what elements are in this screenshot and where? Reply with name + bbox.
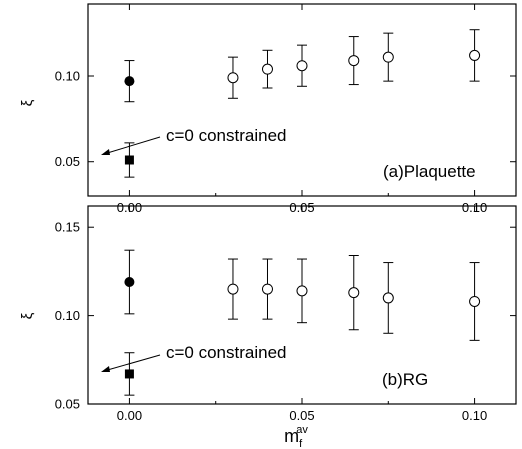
panel-b-point-filled-circle	[124, 277, 135, 288]
x-axis-label-superscript: av	[296, 424, 308, 436]
panel-b-point-filled-square	[124, 369, 134, 379]
panel-b-point-open-circle	[296, 285, 308, 297]
panel-a-point-filled-square	[124, 155, 134, 165]
panel-b-y-tick-label: 0.10	[55, 308, 80, 323]
panel-a-point-open-circle	[348, 55, 360, 67]
panel-b-x-tick-label: 0.05	[289, 408, 314, 423]
panel-a-ticks: 0.00 0.05 0.100.050.10	[55, 4, 516, 215]
panel-a-y-tick-label: 0.05	[55, 154, 80, 169]
panel-b-ticks: 0.00 0.05 0.10 0.05 0.10 0.15	[55, 206, 516, 423]
panel-b-annotation: c=0 constrained	[166, 343, 287, 362]
panel-b-y-tick-label: 0.05	[55, 397, 80, 412]
panel-a-marks	[124, 29, 481, 178]
panel-b-point-open-circle	[469, 295, 481, 307]
x-axis-label: mf av	[284, 424, 308, 449]
panel-b-y-axis-label: ξ	[19, 312, 36, 319]
panel-a-point-open-circle	[227, 72, 239, 84]
panel-a-label: (a)Plaquette	[383, 162, 476, 181]
panel-b-x-tick-label: 0.10	[462, 408, 487, 423]
panel-a-point-open-circle	[469, 49, 481, 61]
panel-b-point-open-circle	[261, 283, 273, 295]
panel-b-annotation-arrowhead	[101, 366, 110, 372]
panel-b-x-tick-label: 0.00	[117, 408, 142, 423]
panel-a-y-axis-label: ξ	[19, 99, 36, 106]
panel-a-point-open-circle	[296, 60, 308, 72]
panel-a-plaquette: ξ (a)Plaquette c=0 constrained 0.00 0.05 0…	[19, 3, 517, 215]
panel-a-point-filled-circle	[124, 76, 135, 87]
panel-a-annotation-arrow	[103, 136, 161, 155]
panel-a-y-tick-label: 0.10	[55, 69, 80, 84]
panel-b-label: (b)RG	[382, 370, 428, 389]
panel-b-y-tick-label: 0.15	[55, 220, 80, 235]
panel-b-point-open-circle	[227, 283, 239, 295]
x-axis-label-subscript: f	[299, 438, 303, 449]
panel-a-annotation-arrowhead	[101, 149, 110, 155]
panel-b-annotation-arrow	[103, 354, 161, 372]
panel-b-marks	[124, 249, 481, 396]
panel-a-point-open-circle	[382, 51, 394, 63]
panel-b-point-open-circle	[348, 287, 360, 299]
panel-b-rg: ξ (b)RG c=0 constrained 0.00 0.05 0.10 0.05…	[19, 205, 517, 449]
panel-a-annotation: c=0 constrained	[166, 126, 287, 145]
panel-a-point-open-circle	[261, 63, 273, 75]
panel-b-point-open-circle	[382, 292, 394, 304]
x-axis-label-main: m	[284, 426, 299, 446]
